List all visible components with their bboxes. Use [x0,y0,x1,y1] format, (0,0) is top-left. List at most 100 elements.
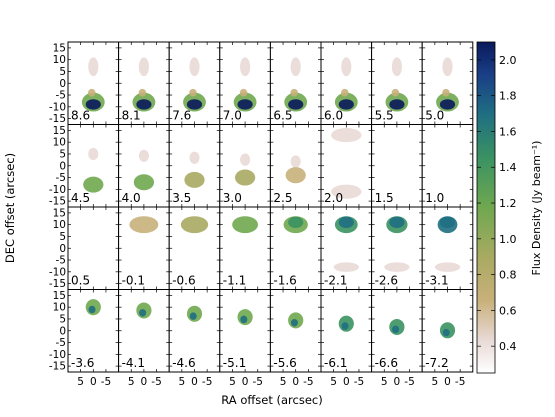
emission-map [285,155,306,184]
channel-panel: -6.6 5 0 -5 [371,289,423,388]
y-tick-label: 0 [59,160,66,172]
channel-velocity-label: -0.6 [172,274,195,288]
emission-blob [237,99,253,110]
panel-background [219,289,271,372]
emission-map [85,299,101,316]
y-tick-label: 5 [59,231,66,243]
y-tick-label: 15 [53,125,66,137]
channel-velocity-label: -1.6 [273,274,296,288]
x-tick-label: 5 [128,376,135,388]
emission-blob [341,57,352,77]
emission-blob [180,216,209,234]
channel-velocity-label: 3.5 [172,191,191,205]
channel-velocity-label: 2.0 [324,191,343,205]
emission-blob [90,245,96,251]
emission-blob [442,88,450,97]
channel-velocity-label: 4.0 [122,191,141,205]
colorbar-tick-label: 0.8 [499,269,517,282]
colorbar-tick-label: 1.2 [499,197,517,210]
channel-panel: 1.0 [421,124,474,208]
emission-blob [391,57,402,77]
channel-velocity-label: -6.1 [324,356,347,370]
channel-panel: 5.0 [421,41,474,125]
emission-blob [439,99,456,110]
emission-blob [439,216,456,228]
x-tick-label: -5 [253,376,263,388]
x-tick-label: 0 [242,376,249,388]
colorbar-tick-label: 1.6 [499,125,517,138]
y-tick-label: 5 [59,66,66,78]
x-tick-label: 5 [179,376,186,388]
channel-velocity-label: 1.5 [375,191,394,205]
emission-blob [288,99,304,110]
x-tick-label: 5 [229,376,236,388]
channel-velocity-label: 3.0 [223,191,242,205]
colorbar-tick-label: 1.0 [499,233,517,246]
emission-map [81,57,105,112]
channel-panel: 7.0 [219,41,271,125]
emission-blob [285,167,306,184]
channel-velocity-label: 5.5 [375,109,394,123]
emission-map [129,216,159,234]
channel-panel: -1.1 [219,206,271,290]
channel-velocity-label: 2.5 [273,191,292,205]
emission-blob [240,57,251,77]
channel-panel: -6.1 5 0 -5 [320,289,373,388]
channel-panel: -0.1 [118,206,170,290]
y-tick-label: 5 [59,148,66,160]
emission-map [136,302,152,319]
y-tick-label: -5 [56,90,66,102]
emission-map [333,216,359,272]
emission-map [237,309,253,326]
emission-blob [133,174,155,191]
emission-blob [138,88,147,97]
channel-panel: 6.0 [320,41,373,125]
y-tick-label: -5 [56,337,66,349]
channel-velocity-label: -6.6 [375,356,398,370]
y-tick-label: -10 [49,184,66,196]
emission-blob [340,88,349,97]
channel-panel: -5.6 5 0 -5 [269,289,322,388]
emission-map [284,57,308,112]
emission-blob [338,216,354,228]
channel-velocity-label: 6.5 [273,109,292,123]
channel-velocity-label: 8.6 [71,109,90,123]
y-tick-label: 10 [53,137,66,149]
channel-velocity-label: -5.1 [223,356,246,370]
x-tick-label: -5 [303,376,313,388]
emission-blob [331,184,362,199]
panel-background [422,124,473,207]
y-tick-label: -15 [49,113,66,125]
emission-blob [331,128,362,143]
emission-blob [434,262,461,272]
channel-panel: 7.6 [168,41,221,125]
emission-map [434,216,461,272]
emission-map [90,245,96,251]
channel-panel: -7.2 5 0 -5 [421,289,474,388]
x-tick-label: 5 [280,376,287,388]
emission-blob [389,99,405,110]
emission-blob [88,147,99,161]
channel-panel: 3.5 [168,124,221,208]
emission-blob [389,124,405,132]
channel-velocity-label: -7.2 [425,356,448,370]
channel-panel: -2.1 [320,206,373,290]
emission-blob [239,88,248,97]
emission-map [439,322,456,339]
emission-map [183,57,206,112]
emission-blob [442,57,453,77]
emission-blob [240,315,248,324]
emission-map [186,305,203,322]
x-axis-label: RA offset (arcsec) [221,393,322,407]
emission-map [384,216,410,272]
emission-map [234,153,256,186]
emission-blob [87,88,96,97]
y-tick-label: -10 [49,101,66,113]
x-tick-label: -5 [151,376,161,388]
emission-blob [83,176,104,193]
panel-background [169,289,220,372]
emission-blob [288,216,304,228]
emission-blob [189,88,197,97]
channel-panel: 3.0 [219,124,271,208]
channel-velocity-label: -4.1 [122,356,145,370]
